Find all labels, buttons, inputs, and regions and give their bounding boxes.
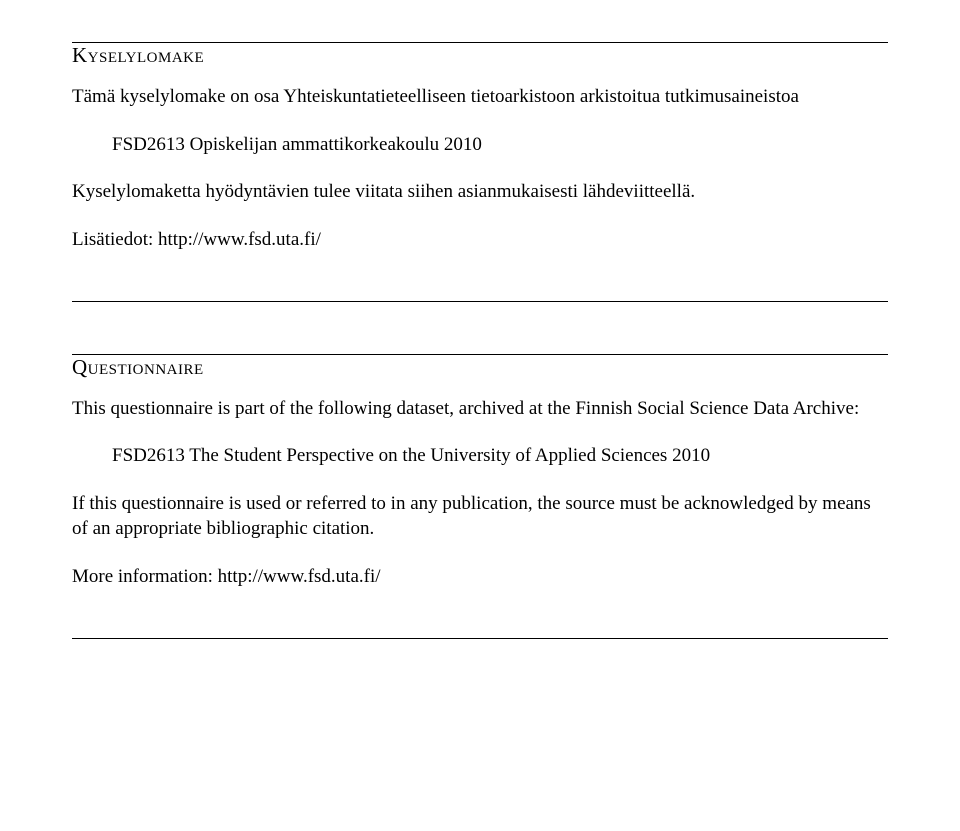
intro-fi: Tämä kyselylomake on osa Yhteiskuntatiet… — [72, 84, 888, 110]
section-finnish: Kyselylomake Tämä kyselylomake on osa Yh… — [72, 43, 888, 253]
more-info-url-en: http://www.fsd.uta.fi/ — [218, 566, 381, 587]
citation-en: If this questionnaire is used or referre… — [72, 491, 888, 542]
dataset-en: FSD2613 The Student Perspective on the U… — [72, 443, 888, 469]
more-info-label-fi: Lisätiedot: — [72, 229, 158, 250]
intro-en: This questionnaire is part of the follow… — [72, 396, 888, 422]
more-info-url-fi: http://www.fsd.uta.fi/ — [158, 229, 321, 250]
dataset-fi: FSD2613 Opiskelijan ammattikorkeakoulu 2… — [72, 132, 888, 158]
heading-fi: Kyselylomake — [72, 43, 888, 68]
more-info-label-en: More information: — [72, 566, 218, 587]
more-info-fi: Lisätiedot: http://www.fsd.uta.fi/ — [72, 227, 888, 253]
section-gap — [72, 302, 888, 354]
section-english: Questionnaire This questionnaire is part… — [72, 355, 888, 590]
citation-fi: Kyselylomaketta hyödyntävien tulee viita… — [72, 179, 888, 205]
heading-en: Questionnaire — [72, 355, 888, 380]
divider-bottom-en — [72, 638, 888, 639]
more-info-en: More information: http://www.fsd.uta.fi/ — [72, 564, 888, 590]
